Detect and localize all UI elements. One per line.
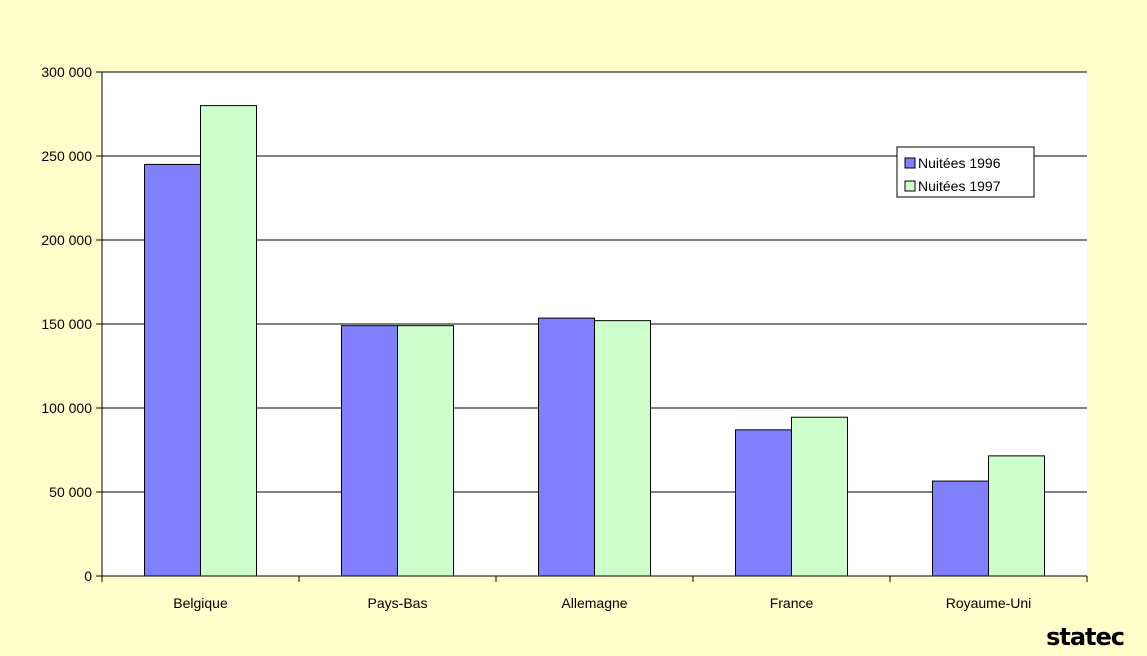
bar-belgique-series-2: [200, 105, 257, 577]
x-tick-labels: Belgique Pays-Bas Allemagne France Royaume-U…: [173, 595, 1031, 611]
bar-royaume-uni-series-2: [988, 455, 1045, 577]
statec-logo: statec: [1046, 623, 1124, 651]
legend-swatch: [904, 180, 916, 192]
x-tick-label: France: [770, 595, 814, 611]
bar-pays-bas-series-1: [341, 325, 398, 577]
y-tick-label: 200 000: [41, 232, 92, 248]
x-tick-label: Royaume-Uni: [946, 595, 1032, 611]
bar-france-series-2: [791, 416, 848, 577]
x-tick-label: Belgique: [173, 595, 228, 611]
x-tick-label: Pays-Bas: [368, 595, 428, 611]
legend-label: Nuitées 1996: [918, 155, 1001, 171]
legend-box: [896, 146, 1035, 198]
bar-france-series-1: [735, 429, 792, 577]
bar-allemagne-series-2: [594, 320, 651, 577]
bar-allemagne-series-1: [538, 317, 595, 577]
bar-royaume-uni-series-1: [932, 480, 989, 577]
axes: [96, 71, 1088, 582]
legend-label: Nuitées 1997: [918, 178, 1001, 194]
bar-belgique-series-1: [144, 163, 201, 577]
y-tick-label: 150 000: [41, 316, 92, 332]
y-tick-label: 100 000: [41, 400, 92, 416]
legend: Nuitées 1996 Nuitées 1997: [896, 146, 1035, 198]
y-tick-label: 300 000: [41, 64, 92, 80]
y-tick-labels: 0 50 000 100 000 150 000 200 000 250 000 300 0…: [41, 64, 92, 584]
legend-swatch: [904, 157, 916, 169]
y-tick-label: 50 000: [49, 484, 92, 500]
bar-pays-bas-series-2: [397, 325, 454, 577]
y-tick-label: 0: [84, 568, 92, 584]
y-tick-label: 250 000: [41, 148, 92, 164]
x-tick-label: Allemagne: [561, 595, 627, 611]
bars: [144, 105, 1045, 577]
